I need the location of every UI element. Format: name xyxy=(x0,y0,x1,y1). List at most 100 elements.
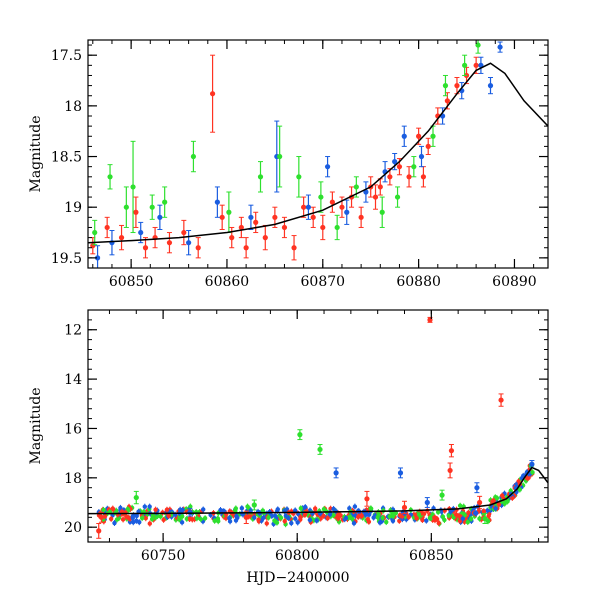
baseline-point xyxy=(261,515,266,520)
data-point xyxy=(209,91,216,97)
data-point xyxy=(420,174,427,180)
baseline-point xyxy=(179,520,185,525)
data-point xyxy=(107,174,113,180)
baseline-point xyxy=(147,521,152,526)
baseline-point xyxy=(286,515,291,521)
data-point xyxy=(364,496,370,502)
data-point xyxy=(149,204,155,210)
data-point xyxy=(257,174,264,180)
baseline-point xyxy=(485,508,490,513)
rise-point xyxy=(517,487,523,492)
data-point xyxy=(477,499,483,506)
baseline-point xyxy=(227,515,232,521)
baseline-point xyxy=(327,512,333,517)
data-point xyxy=(442,83,449,89)
baseline-point xyxy=(127,519,133,525)
rise-point xyxy=(499,493,505,498)
data-point xyxy=(529,461,535,467)
data-point xyxy=(166,240,173,246)
data-point xyxy=(96,528,102,534)
data-point xyxy=(406,174,412,180)
y-axis-label: Magnitude xyxy=(28,387,44,464)
data-point xyxy=(138,229,144,236)
series-0 xyxy=(96,316,504,539)
y-tick-label: 18 xyxy=(64,471,82,487)
baseline-point xyxy=(446,513,451,518)
baseline-point xyxy=(365,511,371,517)
baseline-point xyxy=(448,509,453,514)
data-point xyxy=(104,224,110,231)
baseline-point xyxy=(377,520,383,525)
baseline-point xyxy=(295,520,300,525)
series-0 xyxy=(90,54,479,261)
baseline-point xyxy=(108,516,114,522)
baseline-point xyxy=(256,517,261,522)
plot-frame xyxy=(87,309,549,543)
data-point xyxy=(157,214,163,220)
baseline-point xyxy=(393,510,399,516)
baseline-point xyxy=(184,516,190,522)
baseline-point xyxy=(272,513,278,518)
baseline-point xyxy=(473,510,478,516)
data-point xyxy=(363,189,369,195)
data-point xyxy=(162,199,168,205)
baseline-point xyxy=(153,507,158,512)
data-point xyxy=(262,235,268,241)
data-point xyxy=(401,133,407,139)
baseline-point xyxy=(351,520,357,526)
data-point xyxy=(439,492,445,498)
baseline-point xyxy=(180,514,185,519)
data-point xyxy=(291,245,297,251)
baseline-point xyxy=(166,513,171,518)
data-point xyxy=(214,199,220,205)
data-point xyxy=(473,62,479,68)
baseline-point xyxy=(212,518,217,524)
y-tick-label: 20 xyxy=(64,520,82,536)
baseline-point xyxy=(302,512,308,518)
data-point xyxy=(251,502,257,508)
baseline-point xyxy=(164,507,170,512)
data-point xyxy=(98,514,105,520)
x-axis-label: HJD−2400000 xyxy=(246,570,349,586)
baseline-point xyxy=(348,514,353,520)
data-point xyxy=(324,164,331,170)
baseline-point xyxy=(137,519,142,525)
data-point xyxy=(396,164,403,170)
baseline-point xyxy=(336,512,341,517)
baseline-point xyxy=(124,514,129,519)
model-curve xyxy=(88,62,548,244)
data-point xyxy=(392,159,398,165)
data-point xyxy=(186,240,192,246)
data-point xyxy=(118,235,125,241)
data-point xyxy=(475,42,481,48)
y-tick-label: 16 xyxy=(64,421,82,437)
series-2 xyxy=(92,40,481,246)
baseline-point xyxy=(331,513,336,518)
baseline-point xyxy=(264,521,269,526)
baseline-point xyxy=(481,509,487,514)
baseline-point xyxy=(325,515,330,521)
plot-area xyxy=(88,40,548,268)
baseline-point xyxy=(424,518,429,523)
baseline-point xyxy=(312,506,318,511)
baseline-point xyxy=(343,515,349,521)
baseline-point xyxy=(460,516,466,521)
data-point xyxy=(243,245,249,251)
data-point xyxy=(318,194,324,200)
data-point xyxy=(379,209,385,215)
data-point xyxy=(394,194,401,200)
baseline-point xyxy=(414,516,419,521)
baseline-point xyxy=(352,504,358,509)
baseline-point xyxy=(368,506,373,511)
x-tick-label: 60870 xyxy=(301,274,346,290)
data-point xyxy=(219,214,225,220)
baseline-point xyxy=(112,520,117,526)
data-point xyxy=(416,133,422,139)
x-tick-label: 60850 xyxy=(409,548,454,564)
top-panel: 60850 60860 60870 60880 60890 17.5 18 18.5 19 19.… xyxy=(28,39,549,290)
baseline-point xyxy=(223,515,229,521)
baseline-point xyxy=(436,520,441,526)
baseline-point xyxy=(278,515,284,521)
baseline-point xyxy=(397,513,403,518)
